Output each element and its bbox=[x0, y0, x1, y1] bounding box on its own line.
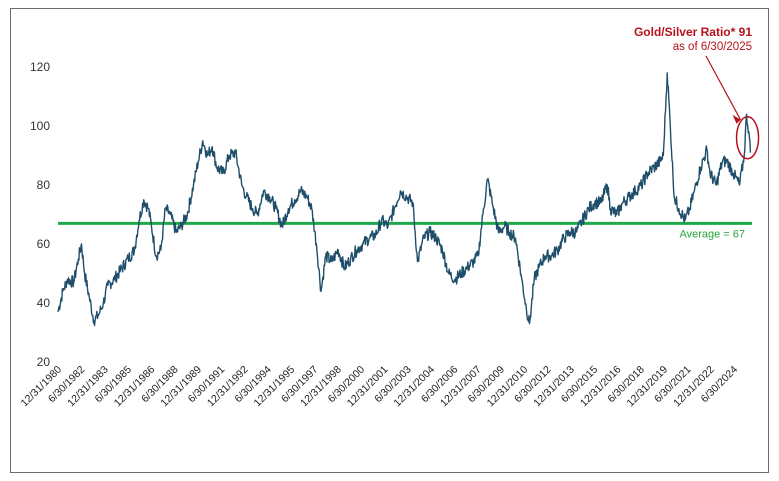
y-tick-label: 40 bbox=[37, 296, 51, 310]
series-lines bbox=[57, 72, 752, 327]
series-line-0 bbox=[57, 72, 752, 327]
x-axis: 12/31/19806/30/198212/31/19836/30/198512… bbox=[18, 364, 740, 410]
highlight-circle bbox=[735, 116, 760, 160]
annotation: Gold/Silver Ratio* 91 as of 6/30/2025 bbox=[634, 25, 760, 160]
y-tick-label: 20 bbox=[37, 355, 51, 369]
annotation-subtitle: as of 6/30/2025 bbox=[673, 41, 752, 53]
y-axis: 20 40 60 80 100 120 bbox=[30, 60, 50, 369]
y-tick-label: 120 bbox=[30, 60, 50, 74]
annotation-arrowhead bbox=[732, 114, 741, 124]
average-label: Average = 67 bbox=[679, 228, 745, 240]
y-tick-label: 100 bbox=[30, 119, 50, 133]
chart-frame bbox=[10, 8, 769, 473]
y-tick-label: 80 bbox=[37, 178, 51, 192]
annotation-title: Gold/Silver Ratio* 91 bbox=[634, 25, 752, 39]
y-tick-label: 60 bbox=[37, 237, 51, 251]
annotation-arrow bbox=[705, 55, 742, 121]
